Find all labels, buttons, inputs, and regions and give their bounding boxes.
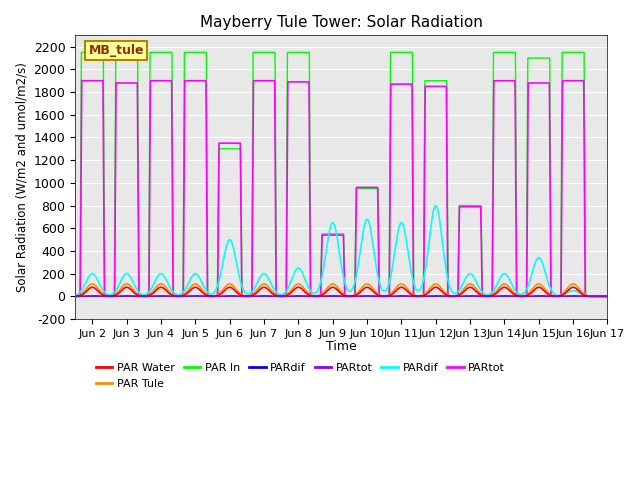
Legend: PAR Water, PAR Tule, PAR In, PARdif, PARtot, PARdif, PARtot: PAR Water, PAR Tule, PAR In, PARdif, PAR… [92, 359, 509, 393]
Title: Mayberry Tule Tower: Solar Radiation: Mayberry Tule Tower: Solar Radiation [200, 15, 483, 30]
Y-axis label: Solar Radiation (W/m2 and umol/m2/s): Solar Radiation (W/m2 and umol/m2/s) [15, 62, 28, 292]
Text: MB_tule: MB_tule [88, 44, 144, 57]
X-axis label: Time: Time [326, 340, 356, 353]
